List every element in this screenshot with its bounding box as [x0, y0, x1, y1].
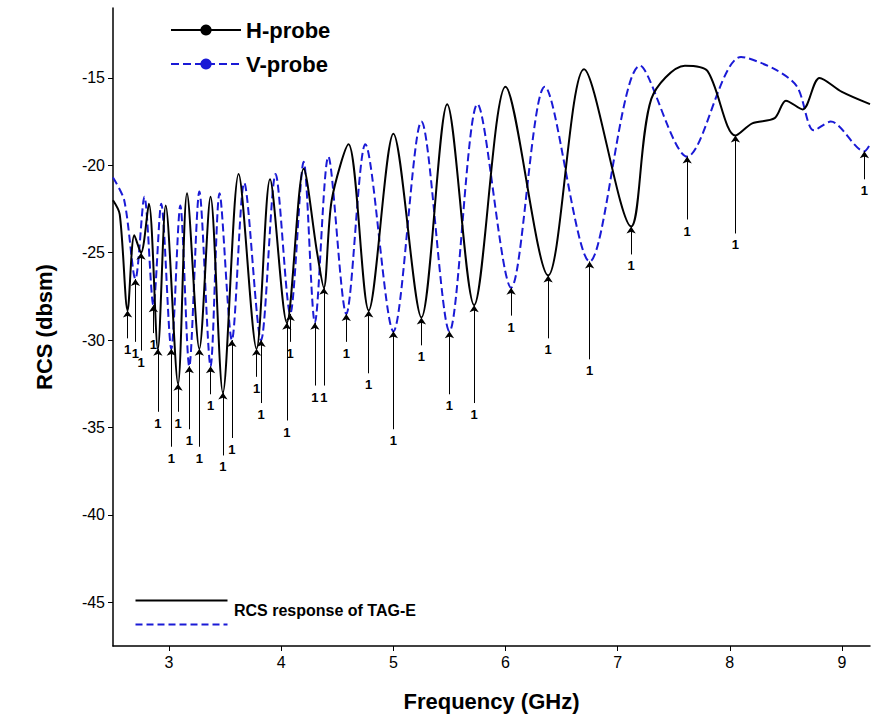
svg-text:1: 1	[545, 342, 552, 357]
svg-text:1: 1	[861, 183, 868, 198]
svg-text:1: 1	[168, 451, 175, 466]
svg-text:RCS response of TAG-E: RCS response of TAG-E	[234, 602, 416, 619]
svg-text:1: 1	[150, 337, 157, 352]
svg-text:1: 1	[586, 363, 593, 378]
svg-text:1: 1	[365, 377, 372, 392]
svg-text:1: 1	[207, 398, 214, 413]
svg-text:-30: -30	[82, 332, 105, 349]
svg-text:1: 1	[219, 459, 226, 474]
svg-text:7: 7	[613, 654, 622, 671]
svg-text:RCS (dbsm): RCS (dbsm)	[32, 264, 57, 390]
svg-text:1: 1	[287, 346, 294, 361]
svg-text:1: 1	[154, 416, 161, 431]
svg-text:1: 1	[257, 407, 264, 422]
svg-text:1: 1	[343, 346, 350, 361]
svg-text:1: 1	[186, 433, 193, 448]
svg-text:1: 1	[137, 355, 144, 370]
svg-text:4: 4	[277, 654, 286, 671]
svg-text:3: 3	[165, 654, 174, 671]
svg-text:1: 1	[508, 320, 515, 335]
svg-text:1: 1	[174, 416, 181, 431]
svg-text:1: 1	[196, 451, 203, 466]
svg-text:5: 5	[389, 654, 398, 671]
svg-text:-45: -45	[82, 594, 105, 611]
svg-text:-25: -25	[82, 244, 105, 261]
svg-text:8: 8	[725, 654, 734, 671]
svg-text:Frequency (GHz): Frequency (GHz)	[403, 689, 579, 714]
svg-text:9: 9	[838, 654, 847, 671]
svg-text:1: 1	[446, 398, 453, 413]
svg-text:1: 1	[732, 237, 739, 252]
svg-text:1: 1	[311, 390, 318, 405]
svg-text:1: 1	[131, 345, 139, 361]
svg-text:1: 1	[253, 381, 260, 396]
svg-text:-15: -15	[82, 69, 105, 86]
svg-text:6: 6	[501, 654, 510, 671]
svg-text:1: 1	[320, 390, 327, 405]
svg-text:1: 1	[418, 349, 425, 364]
svg-text:V-probe: V-probe	[246, 52, 328, 77]
svg-text:1: 1	[390, 433, 397, 448]
svg-text:1: 1	[470, 407, 477, 422]
svg-text:1: 1	[628, 258, 635, 273]
svg-text:1: 1	[228, 442, 235, 457]
svg-text:1: 1	[684, 224, 691, 239]
svg-text:-40: -40	[82, 506, 105, 523]
svg-text:-35: -35	[82, 419, 105, 436]
svg-text:1: 1	[283, 425, 290, 440]
svg-text:H-probe: H-probe	[246, 18, 330, 43]
svg-text:-20: -20	[82, 157, 105, 174]
svg-text:1: 1	[124, 342, 131, 357]
